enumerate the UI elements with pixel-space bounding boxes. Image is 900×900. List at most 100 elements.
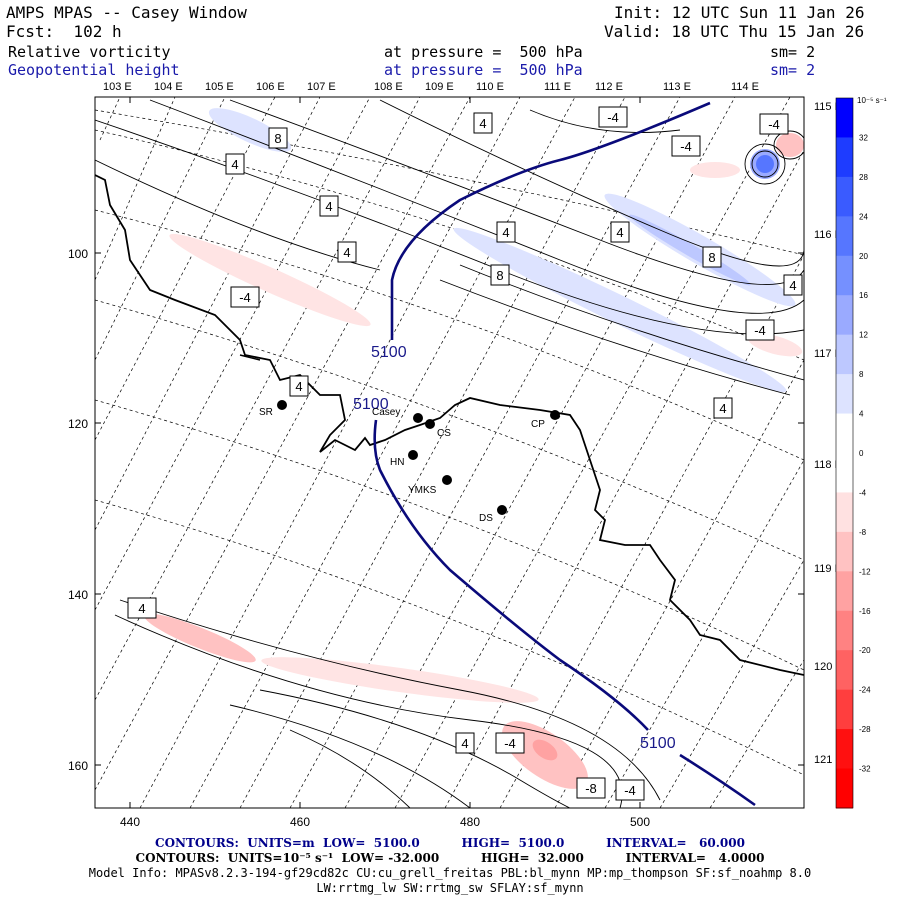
vort-label: 8 [702, 246, 722, 268]
vorticity-shading [144, 108, 804, 789]
colorbar-swatch [836, 374, 853, 415]
svg-text:-4: -4 [768, 117, 780, 132]
svg-text:-8: -8 [585, 781, 597, 796]
colorbar-tick: -32 [859, 765, 871, 774]
lon-label: 105 E [205, 81, 234, 93]
vort-label: -4 [671, 135, 701, 157]
colorbar-swatch [836, 689, 853, 730]
y-tick: 120 [68, 417, 88, 431]
app-title: AMPS MPAS -- Casey Window [6, 3, 247, 22]
lon-label-right: 120 E [814, 661, 843, 673]
lon-label: 110 E [476, 81, 504, 93]
height-contour [373, 419, 649, 731]
vort-label: 4 [337, 241, 357, 263]
lon-label-right: 119 E [814, 563, 842, 575]
plot-frame [94, 96, 805, 809]
svg-text:HN: HN [390, 457, 404, 468]
lon-label: 112 E [595, 81, 623, 93]
lon-label-right: 121 E [814, 754, 843, 766]
station-hn[interactable]: HN [390, 450, 418, 468]
vort-label: 4 [127, 597, 157, 619]
lon-label-right: 116 E [814, 229, 842, 241]
height-contour [679, 753, 756, 807]
colorbar-swatch [836, 453, 853, 493]
colorbar-tick: 4 [859, 410, 864, 419]
vort-label: -4 [615, 779, 645, 801]
svg-text:-4: -4 [504, 736, 516, 751]
vorticity-contour-info: CONTOURS: UNITS=10⁻⁵ s⁻¹ LOW= -32.000 HI… [135, 851, 765, 865]
model-info-2: LW:rrtmg_lw SW:rrtmg_sw SFLAY:sf_mynn [316, 881, 584, 895]
station-ds[interactable]: DS [479, 505, 507, 524]
colorbar-swatch [836, 98, 853, 138]
svg-text:-4: -4 [239, 290, 251, 305]
station-casey[interactable]: Casey [372, 407, 423, 423]
x-tick: 500 [630, 815, 650, 829]
vort-label: -4 [495, 732, 525, 754]
vort-label: 4 [473, 112, 493, 134]
valid-time: Valid: 18 UTC Thu 15 Jan 26 [604, 22, 865, 41]
lon-label: 103 E [103, 81, 132, 93]
svg-text:4: 4 [461, 736, 468, 751]
x-tick: 460 [290, 815, 310, 829]
colorbar-tick: -12 [859, 567, 871, 576]
field1-smoothing: sm= 2 [770, 43, 816, 61]
colorbar-tick: 16 [859, 291, 868, 300]
station-cp[interactable]: CP [531, 410, 560, 430]
vort-label: 8 [268, 127, 288, 149]
vort-label: -4 [230, 286, 260, 308]
station-ymks[interactable]: YMKS [408, 475, 452, 496]
y-tick: 160 [68, 759, 88, 773]
lon-label: 108 E [374, 81, 403, 93]
lon-label: 109 E [425, 81, 454, 93]
svg-text:8: 8 [496, 268, 503, 283]
colorbar-unit: 10⁻⁵ s⁻¹ [857, 96, 887, 105]
graticule [95, 97, 804, 808]
colorbar-swatch [836, 255, 853, 296]
svg-text:CS: CS [437, 428, 451, 439]
colorbar-swatch [836, 768, 853, 809]
svg-text:4: 4 [479, 116, 486, 131]
field1-level: at pressure = 500 hPa [384, 43, 583, 61]
colorbar-tick: 0 [859, 449, 864, 458]
svg-text:CP: CP [531, 419, 545, 430]
colorbar-swatch [836, 492, 853, 533]
station-sr[interactable]: SR [259, 400, 287, 418]
colorbar-swatch [836, 650, 853, 691]
y-tick: 140 [68, 588, 88, 602]
vort-label: 4 [496, 221, 516, 243]
vort-label: 4 [225, 153, 245, 175]
vort-label: -4 [745, 319, 775, 341]
svg-text:4: 4 [616, 225, 623, 240]
vort-label: -4 [598, 106, 628, 128]
colorbar-swatch [836, 729, 853, 770]
field2-name: Geopotential height [8, 61, 180, 79]
colorbar-tick: 8 [859, 370, 864, 379]
svg-text:YMKS: YMKS [408, 485, 437, 496]
svg-text:8: 8 [274, 131, 281, 146]
colorbar-tick: -8 [859, 528, 867, 537]
svg-text:4: 4 [719, 401, 726, 416]
vort-label: 4 [610, 221, 630, 243]
colorbar-tick: 28 [859, 173, 868, 182]
svg-text:-4: -4 [754, 323, 766, 338]
x-tick: 480 [460, 815, 480, 829]
station-cs[interactable]: CS [425, 419, 451, 439]
forecast-hour: Fcst: 102 h [6, 22, 122, 41]
colorbar-swatch [836, 571, 853, 612]
svg-text:DS: DS [479, 513, 493, 524]
height-label: 5100 [353, 396, 389, 413]
coastline [95, 174, 804, 676]
svg-text:4: 4 [295, 379, 302, 394]
vort-label: 4 [289, 375, 309, 397]
field2-smoothing: sm= 2 [770, 61, 816, 79]
lon-label-right: 118 E [814, 459, 842, 471]
svg-text:4: 4 [138, 601, 145, 616]
height-label: 5100 [640, 735, 676, 752]
colorbar-swatch [836, 216, 853, 257]
colorbar-swatch [836, 295, 853, 336]
height-label: 5100 [371, 344, 407, 361]
svg-text:4: 4 [325, 199, 332, 214]
svg-text:4: 4 [789, 278, 796, 293]
lon-label-right: 115 E [814, 101, 842, 113]
svg-text:4: 4 [502, 225, 509, 240]
